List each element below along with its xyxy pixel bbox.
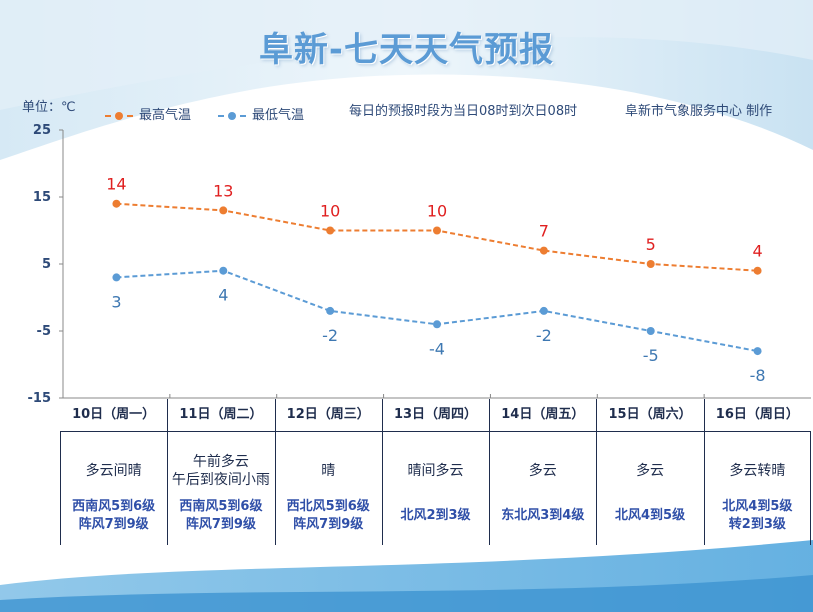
day-header: 14日（周五） xyxy=(501,407,585,422)
legend-low-line xyxy=(218,111,246,120)
wind-cell: 西南风5到6级 阵风7到9级 xyxy=(60,498,167,534)
day-header: 10日（周一） xyxy=(72,407,156,422)
wind-text: 西南风5到6级 xyxy=(72,499,156,514)
weather-cell: 晴 xyxy=(275,462,382,480)
weather-cell: 多云 xyxy=(489,462,596,480)
wind-text: 北风4到5级 xyxy=(615,508,686,523)
legend-high: 最高气温 xyxy=(105,104,191,123)
wind-text: 阵风7到9级 xyxy=(293,517,364,532)
series-high-point xyxy=(326,226,335,235)
y-tick-label: -5 xyxy=(37,324,51,339)
source-credit: 阜新市气象服务中心 制作 xyxy=(625,104,773,119)
wind-cell: 北风4到5级 xyxy=(596,507,703,525)
column-divider xyxy=(489,399,491,545)
weather-cell: 午前多云午后到夜间小雨 xyxy=(167,453,274,489)
page-title: 阜新-七天天气预报 xyxy=(258,30,555,70)
series-high-point xyxy=(753,266,762,275)
weather-text: 晴间多云 xyxy=(407,463,464,479)
series-high-data-label: 4 xyxy=(752,242,762,261)
series-high-data-label: 14 xyxy=(106,175,126,194)
series-high-data-label: 10 xyxy=(427,202,447,221)
weather-text: 午前多云 xyxy=(192,454,249,470)
series-low-data-label: -4 xyxy=(429,339,445,358)
series-low-point xyxy=(753,347,762,356)
weather-text: 多云间晴 xyxy=(85,463,142,479)
legend-low-label: 最低气温 xyxy=(252,108,305,123)
day-header: 13日（周四） xyxy=(393,407,478,422)
wind-text: 东北风3到4级 xyxy=(501,508,585,523)
header-divider xyxy=(60,431,811,432)
series-low-point xyxy=(646,327,655,335)
series-low-data-label: -2 xyxy=(536,326,552,345)
weather-cell: 晴间多云 xyxy=(382,462,489,480)
series-low-point xyxy=(539,306,548,315)
wind-cell: 北风2到3级 xyxy=(382,507,489,525)
series-low-data-label: 4 xyxy=(218,286,228,305)
series-low-data-label: -5 xyxy=(643,346,659,365)
series-high-point xyxy=(219,206,228,215)
series-low-point xyxy=(433,320,441,329)
series-low-point xyxy=(219,266,228,275)
column-divider xyxy=(274,399,276,545)
series-high-data-label: 5 xyxy=(646,235,656,254)
series-high-point xyxy=(433,226,441,235)
forecast-table: 10日（周一） 多云间晴 西南风5到6级 阵风7到9级 11日（周二） 午前多云 午后到夜间… xyxy=(60,399,811,545)
column-divider xyxy=(596,399,598,545)
day-header: 16日（周日） xyxy=(715,407,799,422)
weather-text: 多云 xyxy=(528,463,557,479)
forecast-period-note: 每日的预报时段为当日08时到次日08时 xyxy=(349,104,578,119)
wind-cell: 东北风3到4级 xyxy=(489,507,596,525)
unit-label: 单位：℃ xyxy=(22,100,76,115)
series-high-point xyxy=(112,199,121,208)
day-header: 11日（周二） xyxy=(179,407,263,422)
wind-text: 北风2到3级 xyxy=(400,508,471,523)
series-low-point xyxy=(326,306,335,315)
column-divider xyxy=(167,399,169,545)
series-low-data-label: -8 xyxy=(750,366,766,385)
series-high-data-label: 10 xyxy=(320,202,340,221)
weather-text: 多云转晴 xyxy=(729,463,786,479)
wind-cell: 西北风5到6级 阵风7到9级 xyxy=(275,498,382,534)
weather-text: 午后到夜间小雨 xyxy=(171,472,270,488)
series-high-data-label: 13 xyxy=(213,181,233,200)
y-tick-label: -15 xyxy=(28,391,52,406)
wind-text: 阵风7到9级 xyxy=(185,517,256,532)
weather-cell: 多云转晴 xyxy=(704,462,811,480)
wind-text: 北风4到5级 xyxy=(722,499,793,514)
series-low-point xyxy=(112,273,121,282)
legend-high-label: 最高气温 xyxy=(139,108,192,123)
weather-text: 晴 xyxy=(321,463,336,479)
column-divider xyxy=(703,399,705,545)
y-tick-label: 15 xyxy=(33,190,51,205)
y-tick-label: 5 xyxy=(42,257,51,272)
wind-cell: 北风4到5级 转2到3级 xyxy=(704,498,811,534)
column-divider xyxy=(381,399,383,545)
wind-text: 转2到3级 xyxy=(728,517,786,532)
series-high-point xyxy=(646,260,655,268)
weather-cell: 多云 xyxy=(596,462,703,480)
series-high-point xyxy=(539,246,548,255)
wind-text: 阵风7到9级 xyxy=(78,517,149,532)
legend-low: 最低气温 xyxy=(218,104,304,123)
wind-cell: 西南风5到6级 阵风7到9级 xyxy=(167,498,274,534)
wind-text: 西北风5到6级 xyxy=(286,499,370,514)
wind-text: 西南风5到6级 xyxy=(179,499,263,514)
column-divider xyxy=(60,431,61,545)
weather-text: 多云 xyxy=(636,463,665,479)
weather-cell: 多云间晴 xyxy=(60,462,167,480)
day-header: 15日（周六） xyxy=(608,407,692,422)
series-low-data-label: 3 xyxy=(111,292,121,311)
legend-high-line xyxy=(105,111,133,120)
column-divider xyxy=(810,431,811,545)
day-header: 12日（周三） xyxy=(286,407,370,422)
y-tick-label: 25 xyxy=(33,123,51,138)
series-low-data-label: -2 xyxy=(322,326,338,345)
series-high-data-label: 7 xyxy=(539,222,549,241)
